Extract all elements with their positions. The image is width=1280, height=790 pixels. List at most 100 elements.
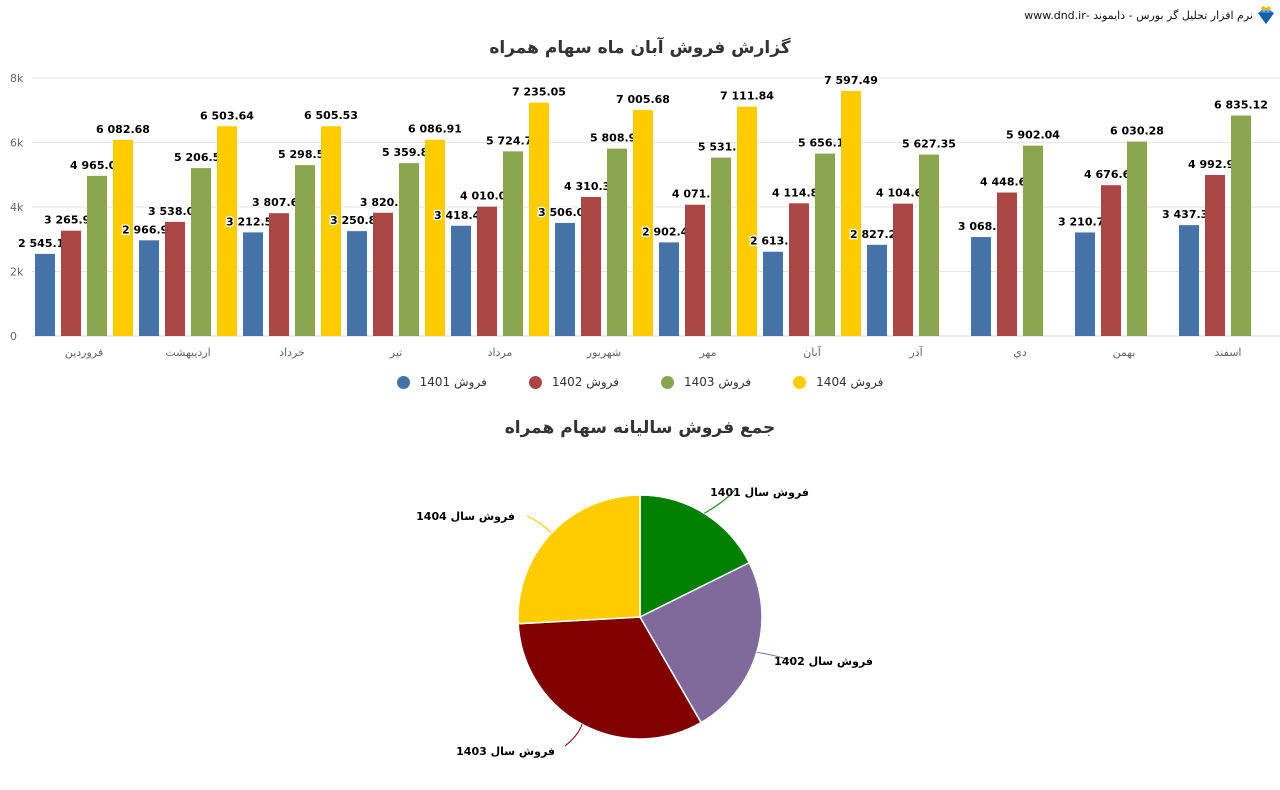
bar-value-label: 3 265.98 (44, 214, 98, 227)
bar[interactable] (971, 237, 991, 336)
bar[interactable] (295, 165, 315, 336)
bar[interactable] (165, 221, 185, 336)
x-category-label: شهریور (586, 346, 621, 359)
bar-value-label: 4 310.36 (564, 180, 618, 193)
bar[interactable] (841, 90, 861, 336)
bar[interactable] (633, 110, 653, 336)
pie-slice-label: فروش سال 1402 (774, 655, 873, 668)
bar[interactable] (1205, 174, 1225, 336)
bar[interactable] (555, 222, 575, 336)
y-tick-label: 6k (10, 137, 24, 150)
pie-slice[interactable] (638, 561, 763, 724)
bar[interactable] (581, 196, 601, 336)
bar[interactable] (1023, 145, 1043, 336)
bar[interactable] (35, 253, 55, 336)
bar[interactable] (269, 213, 289, 336)
bar[interactable] (87, 175, 107, 336)
bar-value-label: 5 298.51 (278, 148, 332, 161)
bar-value-label: 3 250.81 (330, 214, 384, 227)
bar-value-label: 6 086.91 (408, 123, 462, 136)
y-tick-label: 0 (10, 330, 17, 343)
bar[interactable] (529, 102, 549, 336)
bar[interactable] (139, 240, 159, 336)
bar[interactable] (477, 206, 497, 336)
x-category-label: آبان (803, 345, 821, 359)
bar-value-label: 3 068.2 (958, 220, 1004, 233)
bar-value-label: 2 545.13 (18, 237, 72, 250)
x-category-label: خرداد (279, 346, 305, 359)
pie-slice[interactable] (639, 494, 751, 619)
bar[interactable] (1231, 115, 1251, 336)
bar[interactable] (789, 203, 809, 336)
legend-dot-icon (528, 375, 542, 389)
bar-value-label: 3 807.69 (252, 196, 306, 209)
bar[interactable] (763, 251, 783, 336)
bar[interactable] (451, 225, 471, 336)
bar[interactable] (737, 106, 757, 336)
x-category-label: تیر (389, 346, 402, 359)
bar-value-label: 5 206.55 (174, 151, 228, 164)
bar-value-label: 5 808.91 (590, 132, 644, 145)
bar[interactable] (321, 126, 341, 336)
bar[interactable] (425, 139, 445, 336)
bar-value-label: 4 114.89 (772, 186, 826, 199)
bar[interactable] (867, 244, 887, 336)
bar[interactable] (1179, 225, 1199, 336)
bar[interactable] (1101, 185, 1121, 336)
bar-value-label: 3 820.7 (360, 196, 406, 209)
bar-value-label: 3 210.72 (1058, 215, 1112, 228)
bar[interactable] (1075, 232, 1095, 336)
bar[interactable] (191, 168, 211, 336)
pie-slice[interactable] (517, 616, 703, 740)
pie-slice[interactable] (517, 494, 641, 625)
bar[interactable] (503, 151, 523, 336)
bar-value-label: 4 010.03 (460, 190, 514, 203)
bar[interactable] (113, 139, 133, 336)
legend-item-1[interactable]: فروش 1401 (396, 375, 487, 389)
bar-value-label: 7 005.68 (616, 93, 670, 106)
pie-slice-label: فروش سال 1404 (416, 510, 515, 523)
bar-value-label: 6 503.64 (200, 109, 254, 122)
bar[interactable] (919, 154, 939, 336)
bar[interactable] (711, 157, 731, 336)
bar[interactable] (685, 204, 705, 336)
bar[interactable] (399, 163, 419, 336)
bar-value-label: 3 212.58 (226, 215, 280, 228)
pie-connector (704, 489, 736, 514)
x-category-label: اردیبهشت (165, 346, 210, 359)
bar[interactable] (347, 231, 367, 336)
bar[interactable] (815, 153, 835, 336)
bar-value-label: 5 627.35 (902, 138, 956, 151)
bar[interactable] (659, 242, 679, 336)
x-category-label: مرداد (488, 346, 513, 359)
bar-value-label: 6 082.68 (96, 123, 150, 136)
bar[interactable] (217, 126, 237, 337)
pie-slice-label: فروش سال 1401 (710, 486, 809, 499)
bar-value-label: 4 676.66 (1084, 168, 1138, 181)
y-tick-label: 8k (10, 72, 24, 85)
bar[interactable] (893, 203, 913, 336)
bar[interactable] (373, 212, 393, 336)
bar-value-label: 3 437.37 (1162, 208, 1216, 221)
pie-chart: فروش سال 1401 فروش سال 1402 فروش سال 1403 ف… (416, 486, 873, 758)
legend-item-3[interactable]: فروش 1403 (661, 375, 751, 389)
brand-header: نرم افزار تحلیل گر بورس - دایموند -www.d… (1024, 4, 1276, 26)
bar-value-label: 4 992.92 (1188, 158, 1242, 171)
bar[interactable] (607, 148, 627, 336)
legend-dot-icon (793, 375, 807, 389)
bar-value-label: 2 902.46 (642, 225, 696, 238)
legend-dot-icon (661, 375, 674, 389)
bar[interactable] (1127, 141, 1147, 336)
bar[interactable] (243, 232, 263, 336)
bar-value-label: 7 235.05 (512, 86, 566, 99)
bar[interactable] (997, 192, 1017, 336)
legend-dot-icon (396, 375, 410, 389)
bar-chart: 0 2k 4k 6k 8k 2 545.13 3 265.98 4 965.01 6 082.6… (10, 72, 1280, 359)
x-category-label: آذر (908, 345, 923, 359)
y-tick-label: 2k (10, 266, 24, 279)
legend-item-4[interactable]: فروش 1404 (793, 375, 883, 389)
bar[interactable] (61, 230, 81, 336)
bar-value-label: 2 966.99 (122, 223, 176, 236)
legend-item-2[interactable]: فروش 1402 (528, 375, 619, 389)
bar-value-label: 5 531.5 (698, 141, 744, 154)
